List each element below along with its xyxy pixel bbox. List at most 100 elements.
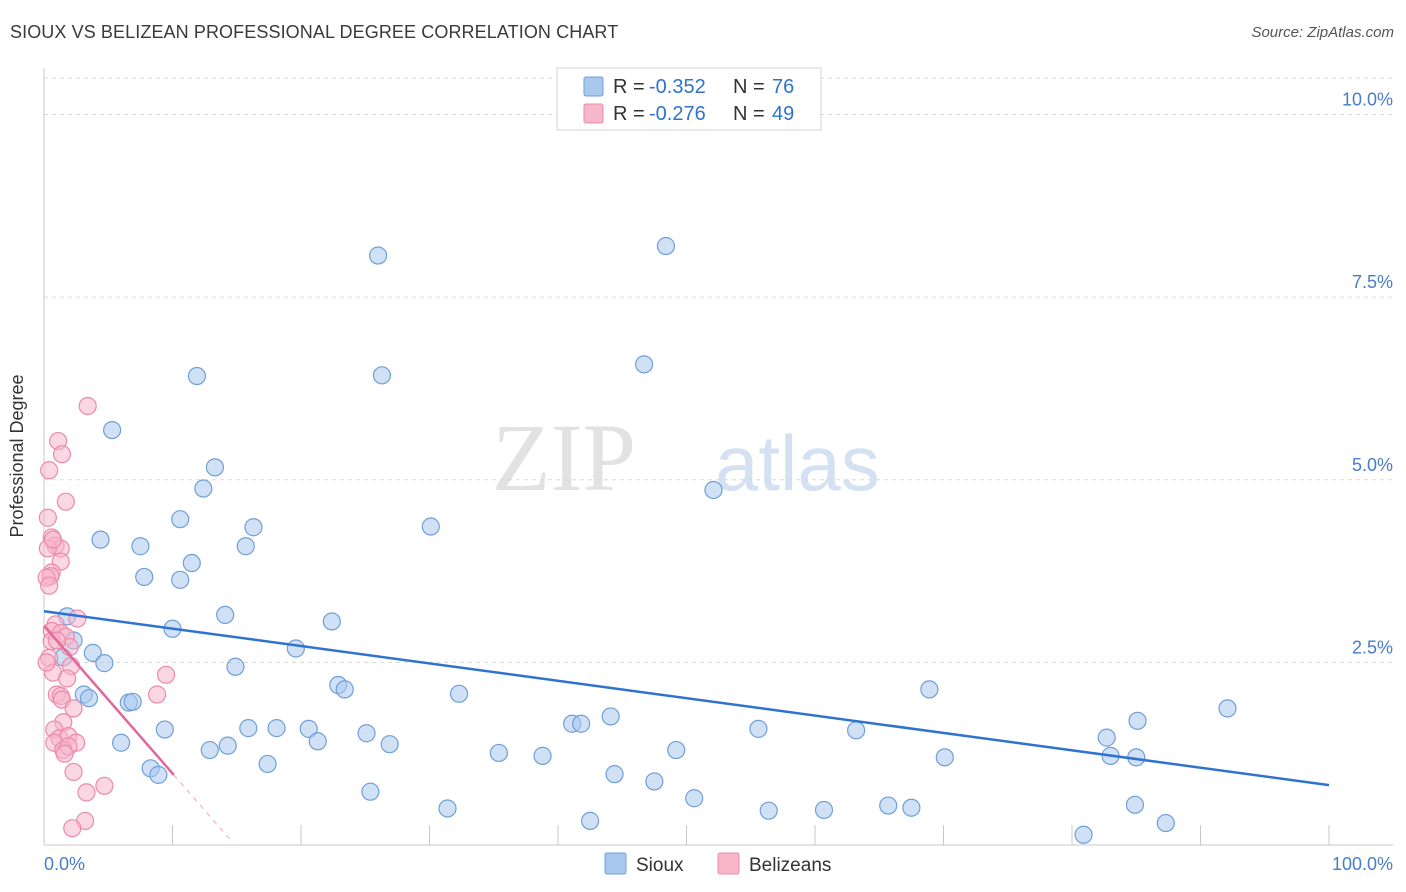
- point-sioux-66: [685, 789, 704, 808]
- point-sioux-0: [369, 246, 388, 265]
- point-sioux-17: [171, 570, 190, 589]
- point-sioux-69: [879, 796, 898, 815]
- point-sioux-48: [111, 733, 131, 752]
- point-belizeans-29: [147, 685, 167, 704]
- point-belizeans-40: [95, 776, 114, 795]
- y-tick-label-2: 7.5%: [1352, 272, 1393, 292]
- legend-n-value-belizeans: 49: [772, 103, 794, 125]
- point-sioux-57: [1097, 728, 1116, 747]
- point-sioux-55: [667, 740, 686, 760]
- point-belizeans-5: [38, 508, 57, 527]
- point-sioux-35: [123, 692, 142, 711]
- point-sioux-56: [935, 748, 954, 767]
- point-sioux-68: [814, 800, 834, 820]
- y-tick-label-0: 2.5%: [1352, 637, 1393, 657]
- point-sioux-6: [205, 458, 225, 477]
- point-sioux-39: [267, 719, 286, 738]
- point-sioux-38: [239, 719, 258, 738]
- point-sioux-4: [634, 355, 654, 374]
- point-belizeans-47: [55, 744, 74, 763]
- legend-n-value-sioux: 76: [772, 76, 794, 98]
- x-tick-label-min: 0.0%: [44, 854, 85, 874]
- gridlines: [44, 77, 1393, 663]
- axes: [43, 68, 1393, 846]
- point-belizeans-39: [64, 762, 83, 782]
- legend-n-label-sioux: N =: [733, 76, 765, 98]
- point-sioux-31: [920, 680, 939, 699]
- point-belizeans-24: [156, 665, 176, 684]
- point-belizeans-2: [52, 445, 72, 464]
- y-tick-label-3: 10.0%: [1342, 90, 1393, 110]
- point-sioux-62: [258, 754, 277, 774]
- point-sioux-15: [182, 553, 201, 573]
- point-belizeans-3: [40, 461, 59, 480]
- bottom-legend: Sioux Belizeans: [604, 852, 831, 876]
- legend-swatch-belizeans: [583, 103, 604, 124]
- point-sioux-2: [187, 366, 207, 386]
- point-belizeans-41: [77, 783, 96, 802]
- point-sioux-47: [1128, 711, 1147, 730]
- point-sioux-25: [95, 654, 114, 673]
- point-sioux-54: [533, 746, 552, 765]
- legend-n-label-belizeans: N =: [733, 103, 765, 125]
- point-belizeans-46: [40, 576, 59, 595]
- point-belizeans-25: [58, 669, 77, 688]
- x-ticks: [43, 825, 1330, 845]
- bottom-legend-swatch-belizeans: [717, 852, 740, 875]
- point-sioux-46: [847, 721, 866, 740]
- legend-swatch-sioux: [583, 76, 604, 97]
- trend-lines: [43, 610, 1330, 841]
- point-sioux-52: [380, 735, 399, 754]
- point-belizeans-48: [43, 530, 63, 549]
- point-sioux-49: [200, 740, 219, 760]
- point-sioux-30: [449, 684, 469, 703]
- point-sioux-61: [149, 765, 168, 784]
- point-sioux-11: [421, 517, 440, 536]
- y-axis-label: Professional Degree: [7, 374, 27, 537]
- bottom-legend-label-sioux: Sioux: [636, 855, 684, 876]
- point-belizeans-30: [64, 699, 83, 718]
- point-sioux-64: [645, 772, 664, 791]
- point-sioux-36: [1218, 699, 1237, 718]
- trend-line-belizeans: [43, 625, 175, 776]
- chart-source: Source: ZipAtlas.com: [1251, 24, 1394, 41]
- legend: R = -0.352 N = 76 R = -0.276 N = 49: [556, 67, 822, 131]
- point-sioux-18: [216, 605, 235, 625]
- y-tick-label-1: 5.0%: [1352, 455, 1393, 475]
- point-sioux-65: [361, 782, 380, 801]
- point-belizeans-4: [56, 492, 75, 511]
- point-sioux-10: [244, 518, 263, 537]
- data-points: [37, 236, 1237, 844]
- point-sioux-53: [489, 743, 508, 763]
- y-tick-labels: 2.5% 5.0% 7.5% 10.0%: [1342, 90, 1393, 658]
- point-sioux-16: [135, 567, 154, 587]
- watermark-zip: ZIP: [492, 404, 636, 511]
- legend-r-label-belizeans: R =: [613, 103, 645, 125]
- point-sioux-40: [299, 719, 318, 738]
- bottom-legend-swatch-sioux: [604, 852, 627, 875]
- point-sioux-63: [605, 765, 624, 784]
- point-belizeans-43: [63, 819, 82, 838]
- point-sioux-19: [322, 612, 341, 631]
- point-sioux-43: [572, 714, 591, 733]
- point-sioux-13: [131, 537, 150, 556]
- point-sioux-41: [357, 724, 376, 743]
- point-sioux-45: [749, 719, 768, 738]
- point-sioux-27: [226, 657, 245, 676]
- point-sioux-51: [308, 732, 327, 751]
- point-sioux-71: [902, 798, 921, 817]
- point-sioux-75: [438, 799, 457, 818]
- point-sioux-73: [1125, 795, 1145, 814]
- point-sioux-70: [581, 811, 600, 830]
- point-sioux-29: [335, 680, 354, 699]
- point-sioux-8: [704, 480, 723, 500]
- point-sioux-44: [601, 707, 620, 726]
- point-sioux-72: [1074, 825, 1093, 844]
- point-sioux-50: [218, 736, 237, 755]
- point-belizeans-14: [68, 609, 87, 628]
- point-sioux-33: [79, 689, 99, 708]
- legend-r-value-belizeans: -0.276: [649, 103, 706, 125]
- bottom-legend-label-belizeans: Belizeans: [749, 855, 831, 876]
- point-sioux-9: [171, 510, 190, 529]
